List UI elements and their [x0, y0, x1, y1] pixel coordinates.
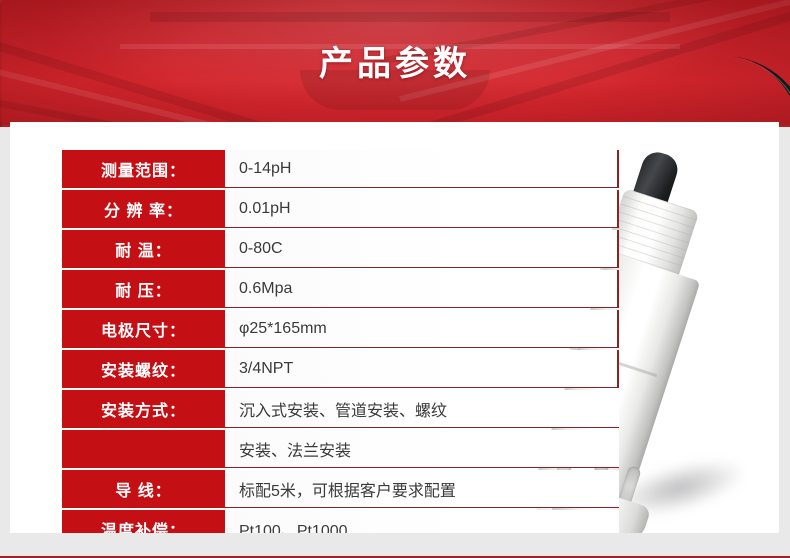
spec-label: 耐 压：: [62, 270, 225, 308]
spec-value: 沉入式安装、管道安装、螺纹: [225, 390, 619, 428]
table-row: 耐 温： 0-80C: [62, 230, 619, 268]
table-right-border: [617, 150, 619, 188]
spec-value: 安装、法兰安装: [225, 430, 619, 468]
spec-label: 分 辨 率：: [62, 190, 225, 228]
table-row: 测量范围： 0-14pH: [62, 150, 619, 188]
ceiling-truss: [300, 70, 490, 110]
table-right-border: [617, 230, 619, 268]
table-right-border: [617, 270, 619, 308]
spec-value: 0-14pH: [225, 150, 619, 188]
table-row: 安装、法兰安装: [62, 430, 619, 468]
spec-label: [62, 430, 225, 468]
spec-label: 安装方式：: [62, 390, 225, 428]
ceiling-beam: [150, 12, 670, 22]
hero-banner: 产品参数: [0, 0, 790, 127]
table-row: 电极尺寸： φ25*165mm: [62, 310, 619, 348]
table-row: 安装螺纹： 3/4NPT: [62, 350, 619, 388]
spec-value: 3/4NPT: [225, 350, 619, 388]
spec-label: 导 线：: [62, 470, 225, 508]
spec-value: 标配5米，可根据客户要求配置: [225, 470, 619, 508]
table-right-border: [617, 350, 619, 388]
ceiling-beam: [120, 44, 680, 49]
spec-table: 测量范围： 0-14pH 分 辨 率： 0.01pH 耐 温： 0-80C 耐 压： 0.6M…: [62, 150, 619, 550]
spec-label: 电极尺寸：: [62, 310, 225, 348]
table-row: 耐 压： 0.6Mpa: [62, 270, 619, 308]
spec-label: 耐 温：: [62, 230, 225, 268]
spec-value: φ25*165mm: [225, 310, 619, 348]
hero-vignette: [0, 0, 790, 127]
spec-value: 0.01pH: [225, 190, 619, 228]
spec-label: 安装螺纹：: [62, 350, 225, 388]
table-row: 安装方式： 沉入式安装、管道安装、螺纹: [62, 390, 619, 428]
table-row: 分 辨 率： 0.01pH: [62, 190, 619, 228]
table-right-border: [617, 190, 619, 228]
table-right-border: [617, 310, 619, 348]
spec-value: 0-80C: [225, 230, 619, 268]
page-title: 产品参数: [319, 45, 471, 83]
spec-label: 测量范围：: [62, 150, 225, 188]
factory-background-image: [0, 0, 790, 127]
table-row: 导 线： 标配5米，可根据客户要求配置: [62, 470, 619, 508]
page-footer-band: [0, 533, 790, 558]
bottom-divider: [0, 556, 790, 558]
spec-value: 0.6Mpa: [225, 270, 619, 308]
